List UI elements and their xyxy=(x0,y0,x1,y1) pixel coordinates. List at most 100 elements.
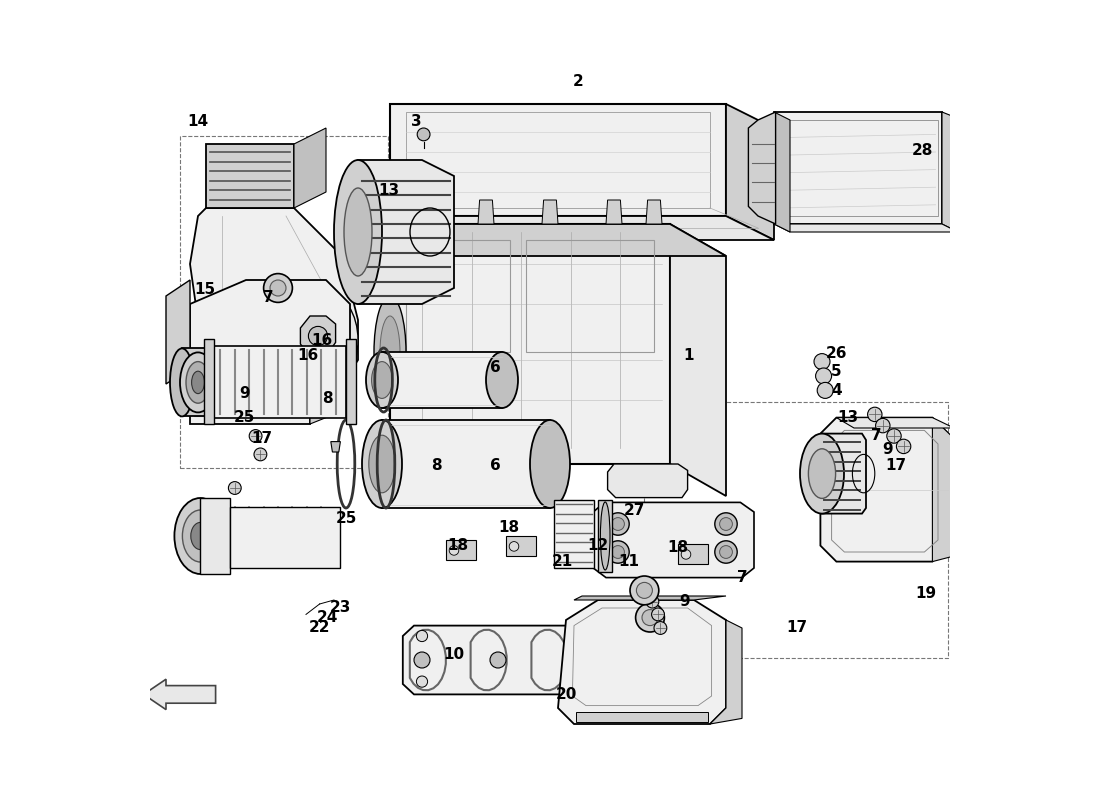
Text: 13: 13 xyxy=(837,410,858,425)
Ellipse shape xyxy=(180,352,216,413)
Text: 16: 16 xyxy=(311,333,332,347)
Polygon shape xyxy=(331,354,340,362)
Polygon shape xyxy=(390,224,670,464)
Bar xyxy=(180,136,388,468)
Polygon shape xyxy=(331,442,340,452)
Polygon shape xyxy=(558,600,726,724)
Polygon shape xyxy=(646,200,662,224)
Circle shape xyxy=(308,378,328,398)
Text: 28: 28 xyxy=(911,143,933,158)
Text: 8: 8 xyxy=(431,458,442,473)
Circle shape xyxy=(612,518,625,530)
Text: 14: 14 xyxy=(187,114,209,129)
Text: 13: 13 xyxy=(377,183,399,198)
Polygon shape xyxy=(575,712,708,722)
Circle shape xyxy=(868,407,882,422)
Circle shape xyxy=(876,418,890,433)
Polygon shape xyxy=(422,200,438,224)
Polygon shape xyxy=(710,620,742,724)
Polygon shape xyxy=(942,112,958,232)
Text: 17: 17 xyxy=(785,621,807,635)
Polygon shape xyxy=(726,104,774,240)
Polygon shape xyxy=(190,368,310,424)
Text: 7: 7 xyxy=(737,570,747,585)
Circle shape xyxy=(250,430,262,442)
Polygon shape xyxy=(206,144,294,208)
Ellipse shape xyxy=(379,316,400,388)
Circle shape xyxy=(414,652,430,668)
Ellipse shape xyxy=(294,292,358,388)
Text: 21: 21 xyxy=(552,554,573,569)
Text: 16: 16 xyxy=(298,349,319,363)
Polygon shape xyxy=(205,339,214,424)
Ellipse shape xyxy=(601,502,610,570)
Circle shape xyxy=(229,482,241,494)
Text: 26: 26 xyxy=(826,346,847,361)
FancyArrow shape xyxy=(144,679,216,710)
Text: 23: 23 xyxy=(330,601,351,615)
Circle shape xyxy=(719,518,733,530)
Circle shape xyxy=(715,541,737,563)
Ellipse shape xyxy=(800,434,844,514)
Ellipse shape xyxy=(334,160,382,304)
Polygon shape xyxy=(748,112,775,224)
Polygon shape xyxy=(478,200,494,224)
Circle shape xyxy=(569,630,580,642)
Circle shape xyxy=(417,128,430,141)
Circle shape xyxy=(569,676,580,687)
Text: 9: 9 xyxy=(882,442,893,457)
Text: 17: 17 xyxy=(886,458,906,473)
Text: 9: 9 xyxy=(239,386,250,401)
Circle shape xyxy=(637,582,652,598)
Polygon shape xyxy=(574,596,726,600)
Text: 6: 6 xyxy=(491,361,501,375)
Polygon shape xyxy=(358,160,454,304)
Circle shape xyxy=(719,546,733,558)
Ellipse shape xyxy=(374,296,406,408)
Polygon shape xyxy=(670,224,726,496)
Text: 17: 17 xyxy=(252,431,273,446)
Polygon shape xyxy=(300,370,336,408)
Polygon shape xyxy=(346,339,355,424)
Polygon shape xyxy=(382,420,550,508)
Text: 9: 9 xyxy=(679,594,690,609)
Text: 8: 8 xyxy=(322,391,333,406)
Text: 24: 24 xyxy=(317,610,339,625)
Circle shape xyxy=(814,354,830,370)
Polygon shape xyxy=(182,348,214,416)
Text: 20: 20 xyxy=(556,687,576,702)
Circle shape xyxy=(815,368,832,384)
Ellipse shape xyxy=(808,449,836,498)
Ellipse shape xyxy=(190,522,210,550)
Ellipse shape xyxy=(344,188,372,276)
Polygon shape xyxy=(933,418,954,562)
Polygon shape xyxy=(821,418,948,562)
Ellipse shape xyxy=(170,349,194,416)
Circle shape xyxy=(254,448,267,461)
Polygon shape xyxy=(774,112,790,232)
Circle shape xyxy=(630,576,659,605)
Text: 25: 25 xyxy=(233,410,255,425)
Polygon shape xyxy=(506,536,537,556)
Polygon shape xyxy=(774,112,942,224)
Polygon shape xyxy=(190,280,350,368)
Text: 15: 15 xyxy=(194,282,214,297)
Ellipse shape xyxy=(186,362,210,403)
Text: 6: 6 xyxy=(491,458,501,473)
Circle shape xyxy=(642,610,658,626)
Circle shape xyxy=(612,546,625,558)
Polygon shape xyxy=(166,280,190,384)
Text: 2: 2 xyxy=(573,74,583,89)
Text: 11: 11 xyxy=(618,554,639,569)
Polygon shape xyxy=(214,346,346,418)
Ellipse shape xyxy=(368,435,395,493)
Text: 7: 7 xyxy=(263,290,274,305)
Polygon shape xyxy=(554,500,594,568)
Polygon shape xyxy=(382,352,502,408)
Circle shape xyxy=(887,429,901,443)
Polygon shape xyxy=(294,128,326,208)
Circle shape xyxy=(654,622,667,634)
Circle shape xyxy=(270,280,286,296)
Circle shape xyxy=(636,603,664,632)
Polygon shape xyxy=(230,507,340,568)
